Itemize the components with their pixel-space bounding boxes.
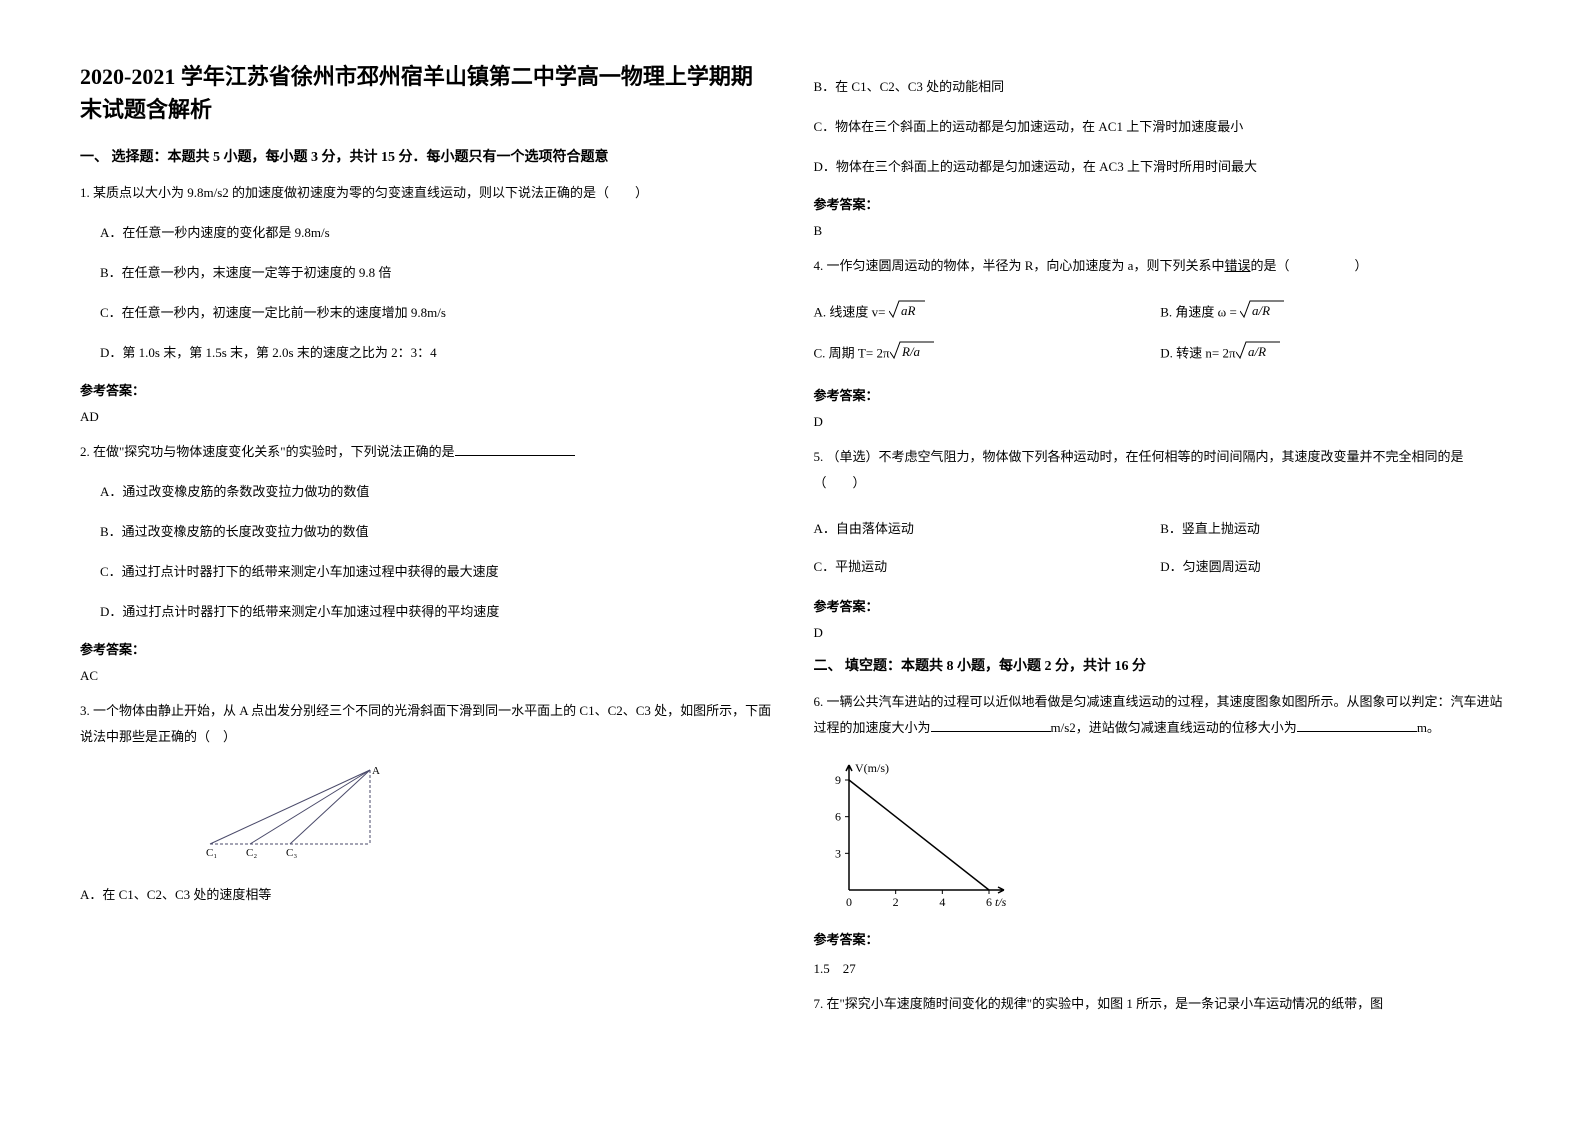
svg-text:t/s: t/s bbox=[995, 895, 1007, 909]
sqrt-icon: aR bbox=[889, 299, 925, 328]
q5-option-b: B．竖直上抛运动 bbox=[1160, 516, 1507, 542]
q4-b-sqrt: a/R bbox=[1252, 303, 1270, 318]
sqrt-icon: a/R bbox=[1236, 340, 1280, 369]
q5-option-a: A．自由落体运动 bbox=[814, 516, 1161, 542]
q2-answer: AC bbox=[80, 668, 774, 684]
svg-text:C₃: C₃ bbox=[286, 847, 297, 859]
svg-text:C₁: C₁ bbox=[206, 847, 217, 859]
q5-stem: 5. （单选）不考虑空气阻力，物体做下列各种运动时，在任何相等的时间间隔内，其速… bbox=[814, 444, 1508, 496]
svg-text:9: 9 bbox=[835, 773, 841, 787]
q2-option-d: D．通过打点计时器打下的纸带来测定小车加速过程中获得的平均速度 bbox=[100, 599, 774, 625]
q5-answer-label: 参考答案： bbox=[814, 596, 1508, 615]
q3-option-c: C．物体在三个斜面上的运动都是匀加速运动，在 AC1 上下滑时加速度最小 bbox=[814, 114, 1508, 140]
q1-stem: 1. 某质点以大小为 9.8m/s2 的加速度做初速度为零的匀变速直线运动，则以… bbox=[80, 180, 774, 206]
q6-blank-1 bbox=[931, 719, 1051, 732]
q4-a-prefix: A. 线速度 v= bbox=[814, 304, 889, 319]
q2-answer-label: 参考答案： bbox=[80, 639, 774, 658]
svg-text:2: 2 bbox=[892, 895, 898, 909]
q4-answer: D bbox=[814, 414, 1508, 430]
q4-b-prefix: B. 角速度 ω = bbox=[1160, 304, 1240, 319]
q6-stem: 6. 一辆公共汽车进站的过程可以近似地看做是匀减速直线运动的过程，其速度图象如图… bbox=[814, 689, 1508, 741]
sqrt-icon: R/a bbox=[890, 340, 934, 369]
q4-answer-label: 参考答案： bbox=[814, 385, 1508, 404]
q1-option-a: A．在任意一秒内速度的变化都是 9.8m/s bbox=[100, 220, 774, 246]
q7-stem: 7. 在"探究小车速度随时间变化的规律"的实验中，如图 1 所示，是一条记录小车… bbox=[814, 991, 1508, 1017]
sqrt-icon: a/R bbox=[1240, 299, 1284, 328]
q4-c-sqrt: R/a bbox=[901, 344, 921, 359]
q4-d-sqrt: a/R bbox=[1248, 344, 1266, 359]
q4-option-b: B. 角速度 ω = a/R bbox=[1160, 299, 1507, 328]
q4-stem: 4. 一作匀速圆周运动的物体，半径为 R，向心加速度为 a，则下列关系中错误的是… bbox=[814, 253, 1508, 279]
q2-blank bbox=[455, 443, 575, 456]
section-1-heading: 一、 选择题：本题共 5 小题，每小题 3 分，共计 15 分．每小题只有一个选… bbox=[80, 146, 774, 166]
q3-stem: 3. 一个物体由静止开始，从 A 点出发分别经三个不同的光滑斜面下滑到同一水平面… bbox=[80, 698, 774, 750]
svg-text:A: A bbox=[372, 765, 380, 777]
q2-option-a: A．通过改变橡皮筋的条数改变拉力做功的数值 bbox=[100, 479, 774, 505]
q4-option-d: D. 转速 n= 2π a/R bbox=[1160, 340, 1507, 369]
q4-option-a: A. 线速度 v= aR bbox=[814, 299, 1161, 328]
q6-unit2: m。 bbox=[1417, 720, 1440, 735]
q6-blank-2 bbox=[1297, 719, 1417, 732]
q1-option-b: B．在任意一秒内，末速度一定等于初速度的 9.8 倍 bbox=[100, 260, 774, 286]
q4-a-sqrt: aR bbox=[901, 303, 916, 318]
q4-stem-suffix: 的是（ ） bbox=[1250, 258, 1367, 273]
q4-c-prefix: C. 周期 T= 2π bbox=[814, 345, 890, 360]
svg-text:3: 3 bbox=[835, 846, 841, 860]
q3-answer-label: 参考答案： bbox=[814, 194, 1508, 213]
section-2-heading: 二、 填空题：本题共 8 小题，每小题 2 分，共计 16 分 bbox=[814, 655, 1508, 675]
q2-stem-text: 2. 在做"探究功与物体速度变化关系"的实验时，下列说法正确的是 bbox=[80, 444, 455, 459]
svg-text:0: 0 bbox=[846, 895, 852, 909]
svg-text:C₂: C₂ bbox=[246, 847, 257, 859]
q2-stem: 2. 在做"探究功与物体速度变化关系"的实验时，下列说法正确的是 bbox=[80, 439, 774, 465]
q5-option-d: D．匀速圆周运动 bbox=[1160, 554, 1507, 580]
q4-option-c: C. 周期 T= 2π R/a bbox=[814, 340, 1161, 369]
q6-unit1: m/s2，进站做匀减速直线运动的位移大小为 bbox=[1051, 720, 1297, 735]
q6-answer: 1.5 27 bbox=[814, 958, 1508, 977]
q1-answer: AD bbox=[80, 409, 774, 425]
svg-text:6: 6 bbox=[986, 895, 992, 909]
q3-option-d: D．物体在三个斜面上的运动都是匀加速运动，在 AC3 上下滑时所用时间最大 bbox=[814, 154, 1508, 180]
incline-diagram-svg: C₁ C₂ C₃ A bbox=[200, 764, 380, 864]
svg-text:4: 4 bbox=[939, 895, 945, 909]
q4-stem-underlined: 错误 bbox=[1224, 258, 1250, 273]
q3-diagram: C₁ C₂ C₃ A bbox=[200, 764, 774, 868]
q5-option-c: C．平抛运动 bbox=[814, 554, 1161, 580]
q1-answer-label: 参考答案： bbox=[80, 380, 774, 399]
q1-option-c: C．在任意一秒内，初速度一定比前一秒末的速度增加 9.8m/s bbox=[100, 300, 774, 326]
q3-option-a: A．在 C1、C2、C3 处的速度相等 bbox=[80, 882, 774, 908]
q6-answer-label: 参考答案： bbox=[814, 929, 1508, 948]
q2-option-c: C．通过打点计时器打下的纸带来测定小车加速过程中获得的最大速度 bbox=[100, 559, 774, 585]
right-column: B．在 C1、C2、C3 处的动能相同 C．物体在三个斜面上的运动都是匀加速运动… bbox=[814, 60, 1508, 1031]
document-title: 2020-2021 学年江苏省徐州市邳州宿羊山镇第二中学高一物理上学期期末试题含… bbox=[80, 60, 774, 126]
svg-text:6: 6 bbox=[835, 810, 841, 824]
q4-d-prefix: D. 转速 n= 2π bbox=[1160, 345, 1235, 360]
svg-text:V(m/s): V(m/s) bbox=[855, 761, 889, 775]
q4-stem-prefix: 4. 一作匀速圆周运动的物体，半径为 R，向心加速度为 a，则下列关系中 bbox=[814, 258, 1225, 273]
q3-answer: B bbox=[814, 223, 1508, 239]
q3-option-b: B．在 C1、C2、C3 处的动能相同 bbox=[814, 74, 1508, 100]
q6-chart: 3 6 9 0 2 4 6 V(m/s) t/s bbox=[814, 755, 1508, 919]
velocity-time-chart-svg: 3 6 9 0 2 4 6 V(m/s) t/s bbox=[814, 755, 1014, 915]
left-column: 2020-2021 学年江苏省徐州市邳州宿羊山镇第二中学高一物理上学期期末试题含… bbox=[80, 60, 774, 1031]
q5-answer: D bbox=[814, 625, 1508, 641]
q1-option-d: D．第 1.0s 末，第 1.5s 末，第 2.0s 末的速度之比为 2：3：4 bbox=[100, 340, 774, 366]
q2-option-b: B．通过改变橡皮筋的长度改变拉力做功的数值 bbox=[100, 519, 774, 545]
